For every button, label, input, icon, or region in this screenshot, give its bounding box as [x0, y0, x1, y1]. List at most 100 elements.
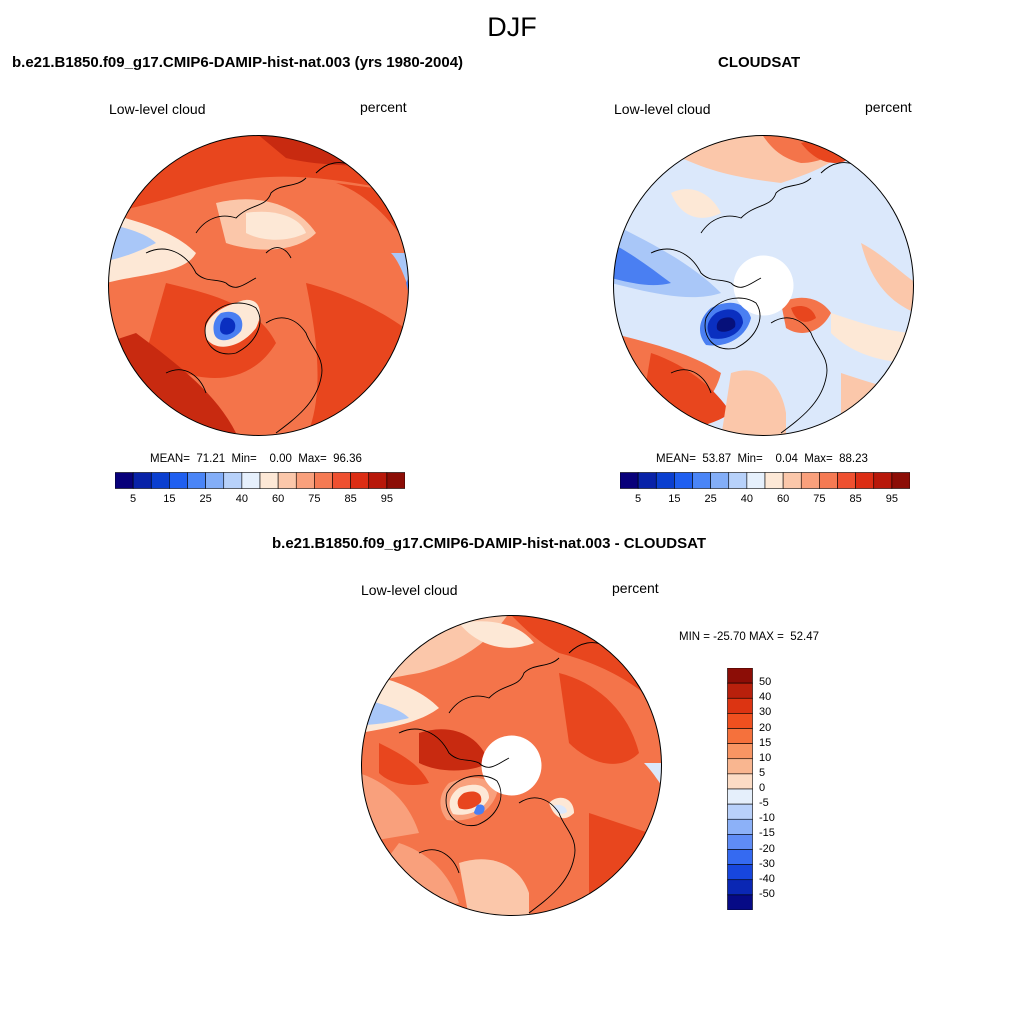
- obs-left-label: Low-level cloud: [614, 101, 711, 117]
- colorbar-swatch: [295, 472, 315, 489]
- colorbar-swatch: [727, 894, 753, 910]
- colorbar-tick-label: 25: [199, 493, 212, 505]
- colorbar-tick-label: 60: [776, 493, 790, 505]
- diff-left-label: Low-level cloud: [361, 582, 458, 598]
- colorbar-tick-label: 5: [635, 493, 642, 505]
- colorbar-tick-label: 95: [885, 493, 899, 505]
- obs-stats: MEAN= 53.87 Min= 0.04 Max= 88.23: [656, 453, 868, 465]
- colorbar-swatch: [692, 472, 711, 489]
- colorbar-tick-label: 15: [163, 493, 176, 505]
- colorbar-tick-label: -10: [759, 812, 775, 825]
- colorbar-swatch: [855, 472, 875, 489]
- model-right-label: percent: [360, 99, 407, 115]
- obs-polar-map: [613, 135, 914, 436]
- colorbar-swatch: [727, 758, 753, 775]
- colorbar-tick-label: 75: [813, 493, 826, 505]
- colorbar-swatch: [728, 472, 748, 489]
- diff-panel-title: b.e21.B1850.f09_g17.CMIP6-DAMIP-hist-nat…: [272, 535, 706, 552]
- colorbar-tick-label: 30: [759, 706, 772, 719]
- colorbar-tick-label: 60: [271, 493, 285, 505]
- diff-polar-map: [361, 615, 662, 916]
- colorbar-tick-label: 95: [380, 493, 394, 505]
- obs-colorbar-ticks: 5 15 25 40 60 75 85 95: [620, 493, 910, 509]
- colorbar-tick-label: 5: [759, 766, 766, 779]
- colorbar-swatch: [727, 803, 753, 820]
- colorbar-swatch: [368, 472, 388, 489]
- colorbar-swatch: [727, 697, 753, 714]
- colorbar-swatch: [115, 472, 134, 489]
- colorbar-swatch: [223, 472, 243, 489]
- colorbar-tick-label: 85: [344, 493, 357, 505]
- colorbar-swatch: [727, 682, 753, 699]
- model-colorbar-ticks: 5 15 25 40 60 75 85 95: [115, 493, 405, 509]
- model-polar-map: [108, 135, 409, 436]
- colorbar-swatch: [241, 472, 261, 489]
- diff-colorbar: [727, 668, 753, 910]
- colorbar-swatch: [727, 834, 753, 850]
- colorbar-swatch: [727, 773, 753, 790]
- colorbar-swatch: [620, 472, 639, 489]
- colorbar-tick-label: -50: [759, 887, 775, 900]
- colorbar-tick-label: -40: [759, 872, 775, 885]
- colorbar-swatch: [727, 713, 753, 729]
- season-title: DJF: [487, 12, 537, 42]
- colorbar-tick-label: 75: [308, 493, 321, 505]
- colorbar-tick-label: 5: [130, 493, 137, 505]
- colorbar-swatch: [837, 472, 856, 489]
- colorbar-swatch: [674, 472, 693, 489]
- colorbar-swatch: [637, 472, 657, 489]
- colorbar-swatch: [800, 472, 820, 489]
- colorbar-swatch: [332, 472, 351, 489]
- model-panel-title: b.e21.B1850.f09_g17.CMIP6-DAMIP-hist-nat…: [12, 54, 464, 71]
- colorbar-swatch: [727, 864, 753, 881]
- model-colorbar: [115, 472, 405, 489]
- colorbar-swatch: [891, 472, 910, 489]
- colorbar-swatch: [205, 472, 225, 489]
- colorbar-tick-label: 40: [740, 493, 754, 505]
- colorbar-tick-label: 25: [704, 493, 717, 505]
- colorbar-tick-label: 85: [849, 493, 862, 505]
- colorbar-swatch: [782, 472, 802, 489]
- colorbar-tick-label: 20: [759, 721, 772, 734]
- colorbar-swatch: [746, 472, 766, 489]
- colorbar-swatch: [277, 472, 297, 489]
- obs-right-label: percent: [865, 99, 912, 115]
- colorbar-swatch: [350, 472, 370, 489]
- colorbar-swatch: [187, 472, 206, 489]
- colorbar-swatch: [169, 472, 188, 489]
- colorbar-swatch: [259, 472, 279, 489]
- colorbar-tick-label: 40: [235, 493, 249, 505]
- diff-stats: MIN = -25.70 MAX = 52.47: [679, 631, 819, 643]
- colorbar-swatch: [314, 472, 333, 489]
- colorbar-swatch: [727, 849, 753, 865]
- colorbar-tick-label: 50: [759, 676, 772, 689]
- obs-panel-title: CLOUDSAT: [718, 54, 801, 71]
- colorbar-tick-label: 15: [668, 493, 681, 505]
- colorbar-swatch: [727, 879, 753, 896]
- colorbar-swatch: [727, 818, 753, 835]
- colorbar-swatch: [727, 668, 753, 684]
- colorbar-swatch: [764, 472, 784, 489]
- colorbar-tick-label: -5: [759, 797, 769, 810]
- obs-colorbar: [620, 472, 910, 489]
- colorbar-swatch: [655, 472, 675, 489]
- diff-colorbar-ticks: 50 40 30 20 15 10 5 0 -5 -10 -15 -20 -30 -40 -50: [759, 668, 799, 910]
- colorbar-tick-label: -30: [759, 857, 775, 870]
- colorbar-tick-label: 40: [759, 691, 772, 704]
- colorbar-swatch: [727, 743, 753, 760]
- colorbar-swatch: [727, 788, 753, 805]
- diff-right-label: percent: [612, 580, 659, 596]
- colorbar-tick-label: -20: [759, 842, 775, 855]
- model-left-label: Low-level cloud: [109, 101, 206, 117]
- colorbar-swatch: [819, 472, 838, 489]
- colorbar-swatch: [873, 472, 893, 489]
- colorbar-swatch: [710, 472, 730, 489]
- colorbar-swatch: [386, 472, 405, 489]
- model-stats: MEAN= 71.21 Min= 0.00 Max= 96.36: [150, 453, 362, 465]
- colorbar-tick-label: 15: [759, 736, 772, 749]
- colorbar-swatch: [132, 472, 152, 489]
- colorbar-tick-label: 10: [759, 751, 772, 764]
- colorbar-tick-label: -15: [759, 827, 775, 840]
- colorbar-swatch: [150, 472, 170, 489]
- colorbar-tick-label: 0: [759, 782, 766, 794]
